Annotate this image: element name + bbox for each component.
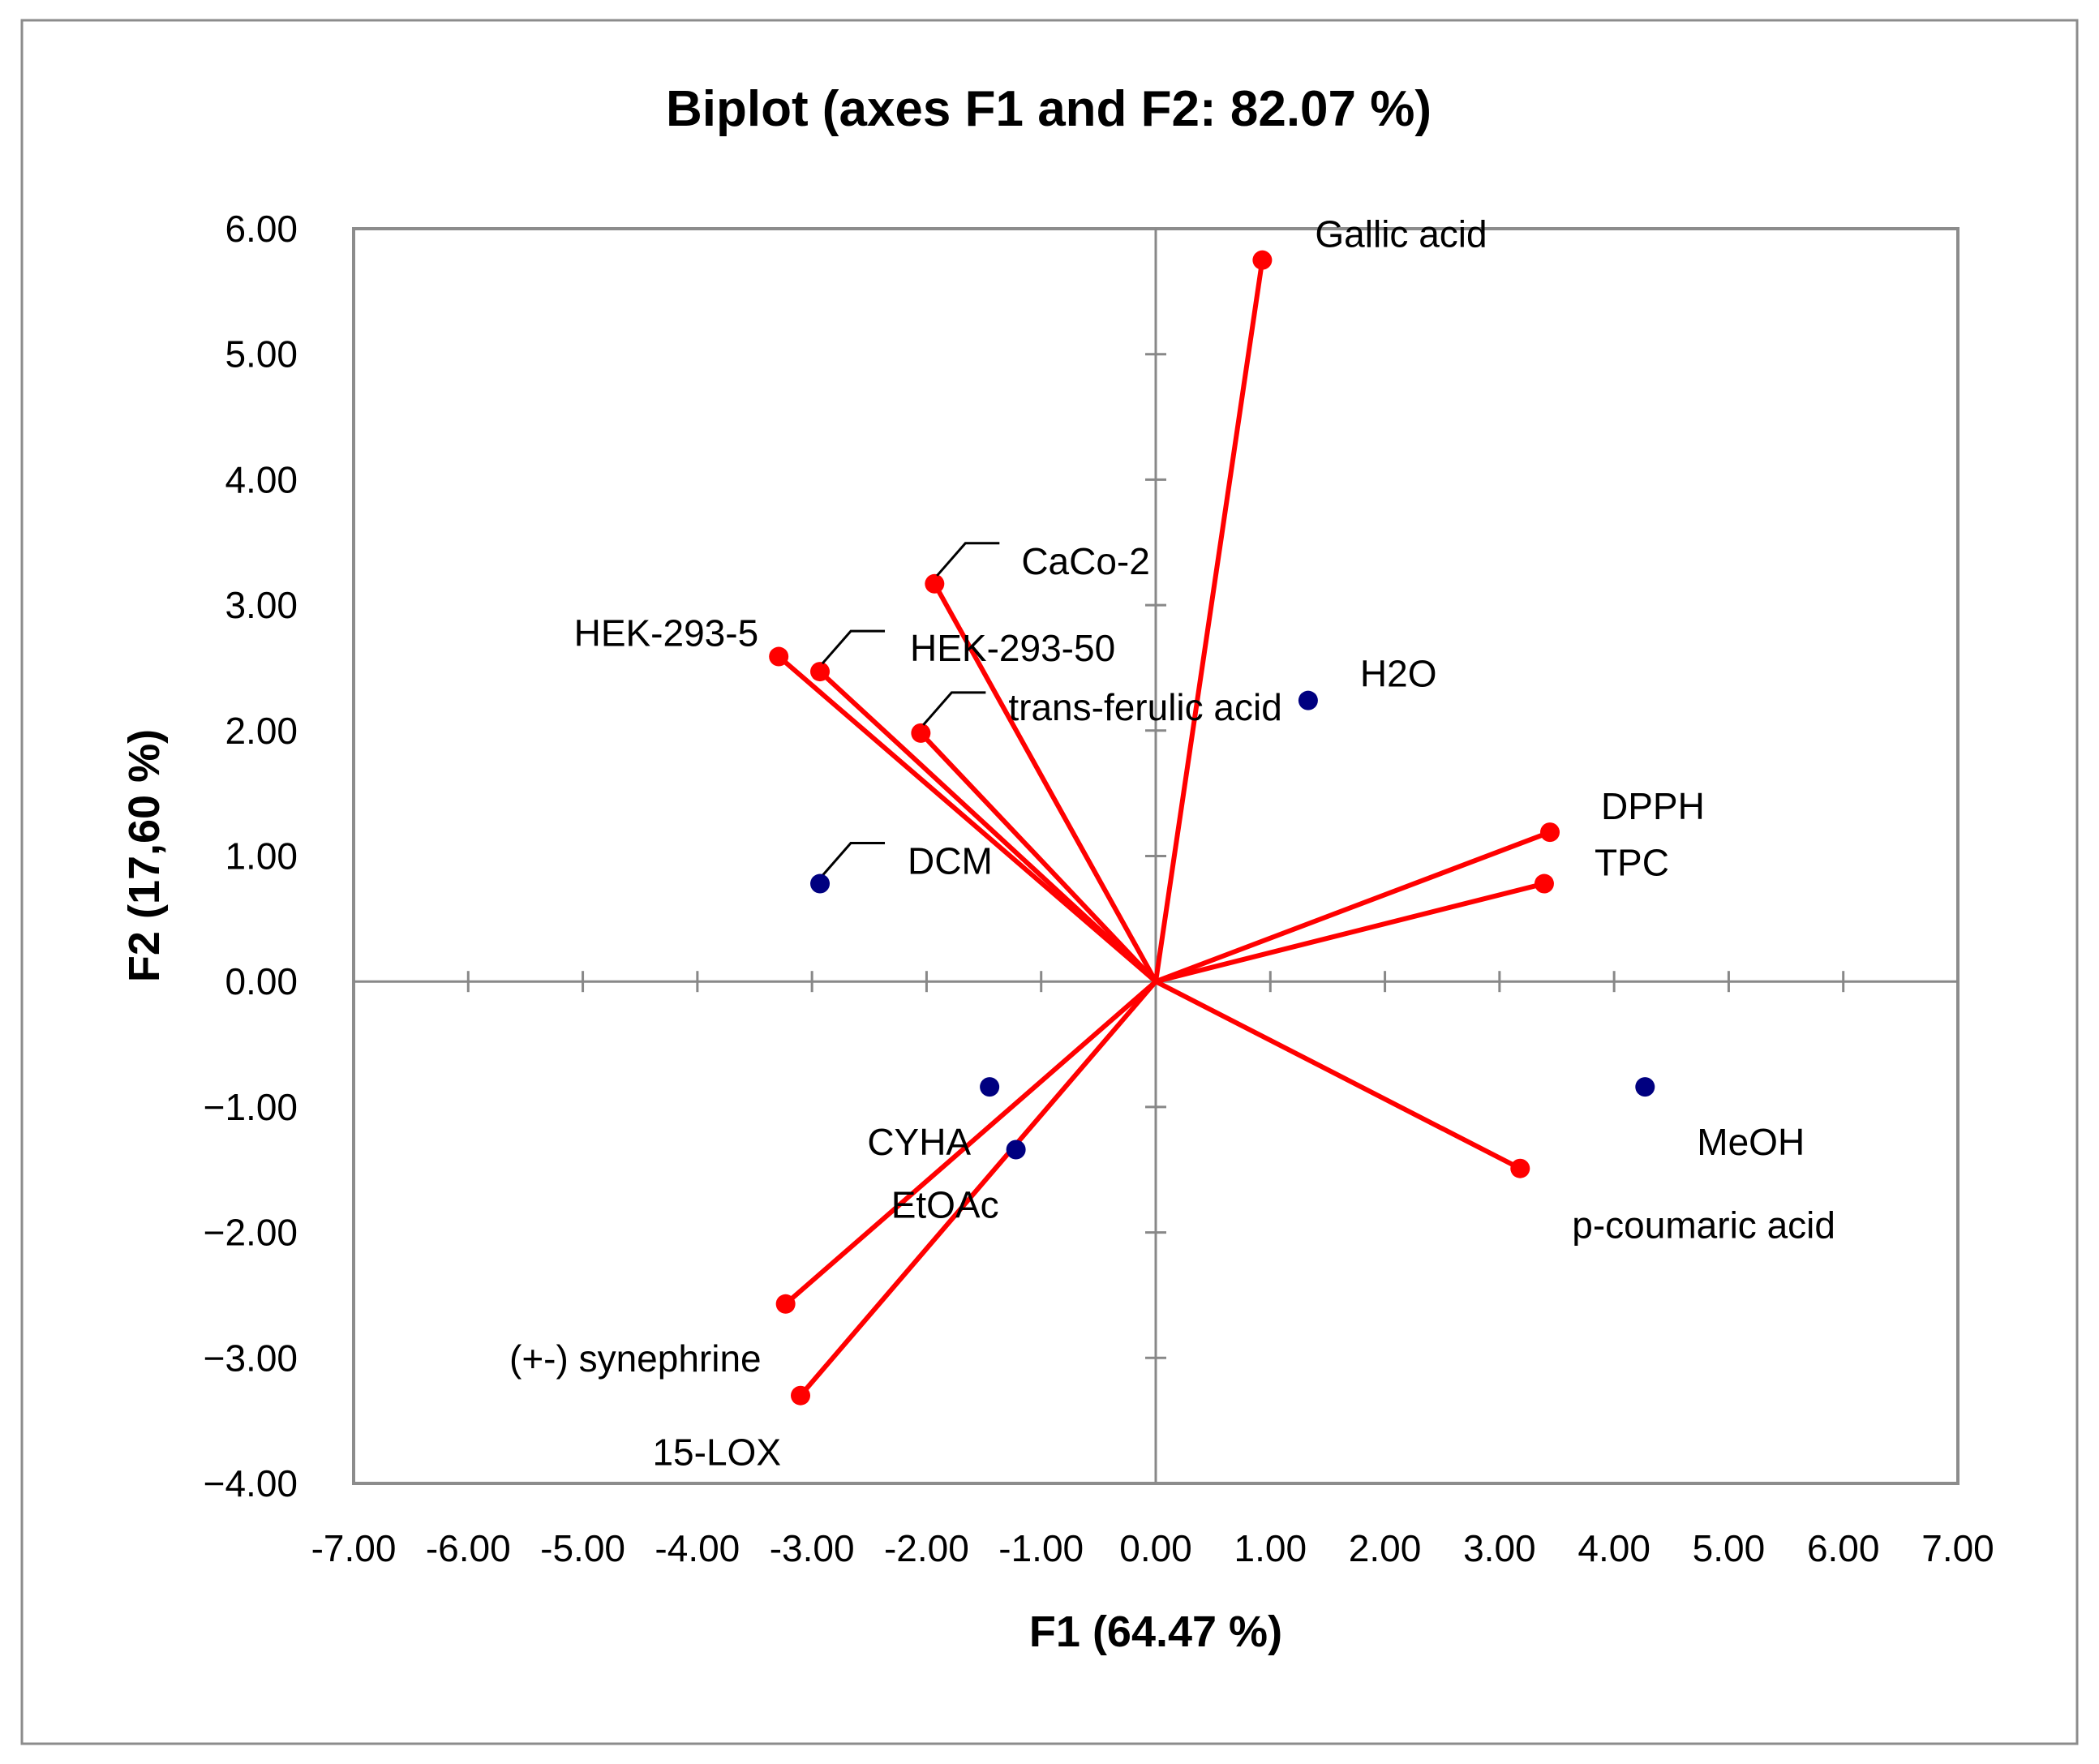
y-axis-title: F2 (17,60 %) <box>120 729 169 982</box>
x-tick-label: 6.00 <box>1807 1527 1880 1569</box>
variable-point <box>925 573 945 594</box>
label-leaders <box>821 542 1000 877</box>
vector-line <box>918 730 1158 985</box>
point-label: trans-ferulic acid <box>1008 686 1281 728</box>
vector-line <box>1153 830 1553 985</box>
y-tick-label: −2.00 <box>204 1212 298 1254</box>
y-tick-label: 0.00 <box>225 960 298 1002</box>
vector-line <box>1153 881 1547 985</box>
point-label: EtOAc <box>891 1183 999 1225</box>
x-tick-label: -4.00 <box>655 1527 740 1569</box>
vector-line <box>798 979 1158 1398</box>
point-label: HEK-293-50 <box>910 627 1115 669</box>
label-leader-line <box>821 629 886 665</box>
y-tick-label: 1.00 <box>225 835 298 878</box>
point-label: CYHA <box>867 1121 971 1163</box>
label-leader-line <box>936 542 1000 577</box>
observation-point <box>1635 1077 1655 1097</box>
x-tick-label: 4.00 <box>1577 1527 1650 1569</box>
x-tick-label: -7.00 <box>311 1527 397 1569</box>
point-label: 15-LOX <box>652 1431 781 1474</box>
x-tick-label: 7.00 <box>1921 1527 1994 1569</box>
vector-line <box>1153 257 1265 985</box>
point-label: (+-) synephrine <box>509 1337 762 1380</box>
x-axis-title: F1 (64.47 %) <box>1029 1607 1282 1656</box>
y-tick-label: 4.00 <box>225 458 298 500</box>
point-label: CaCo-2 <box>1021 540 1150 582</box>
variable-point <box>775 1294 796 1314</box>
vector-line <box>783 979 1158 1307</box>
y-tick-label: 3.00 <box>225 584 298 626</box>
point-label: TPC <box>1595 842 1669 884</box>
point-label: H2O <box>1360 653 1437 695</box>
point-label: DCM <box>908 840 993 882</box>
observation-point <box>810 873 831 894</box>
point-label: DPPH <box>1601 785 1705 827</box>
x-tick-label: -1.00 <box>998 1527 1084 1569</box>
y-tick-label: −3.00 <box>204 1337 298 1379</box>
x-tick-label: 3.00 <box>1463 1527 1536 1569</box>
x-tick-label: 2.00 <box>1349 1527 1422 1569</box>
point-label: HEK-293-5 <box>574 612 759 655</box>
x-tick-labels: -7.00 -6.00 -5.00 -4.00 -3.00 -2.00 -1.00 0.00 1… <box>311 1527 1994 1569</box>
y-tick-labels: 6.00 5.00 4.00 3.00 2.00 1.00 0.00 −1.00 −2.00 −3… <box>204 208 298 1504</box>
label-leader-line <box>922 691 986 726</box>
y-tick-label: −4.00 <box>204 1462 298 1504</box>
point-label: Gallic acid <box>1315 213 1487 255</box>
x-tick-label: -6.00 <box>426 1527 511 1569</box>
observation-point <box>1298 690 1318 710</box>
point-label: p-coumaric acid <box>1572 1204 1835 1247</box>
variable-point <box>769 646 789 667</box>
variable-point <box>791 1385 811 1406</box>
x-tick-label: -5.00 <box>540 1527 625 1569</box>
vector-line <box>932 581 1158 985</box>
y-tick-label: 5.00 <box>225 333 298 376</box>
observation-point <box>980 1077 1000 1097</box>
x-tick-label: -2.00 <box>884 1527 969 1569</box>
observation-point <box>1006 1140 1026 1160</box>
label-leader-line <box>821 842 886 877</box>
variable-point <box>1252 250 1273 270</box>
x-tick-label: 1.00 <box>1234 1527 1307 1569</box>
x-tick-label: 5.00 <box>1693 1527 1766 1569</box>
variable-point <box>1510 1158 1530 1178</box>
vector-line <box>1153 979 1523 1171</box>
observation-points <box>810 690 1655 1160</box>
variable-point <box>1540 822 1560 843</box>
y-tick-label: 6.00 <box>225 208 298 250</box>
point-labels: Gallic acid CaCo-2 HEK-293-5 HEK-293-50 tran… <box>509 213 1835 1474</box>
variable-point <box>1534 873 1554 894</box>
x-tick-label: 0.00 <box>1119 1527 1192 1569</box>
x-tick-label: -3.00 <box>770 1527 855 1569</box>
variable-vectors <box>769 250 1560 1406</box>
vector-line <box>776 654 1158 985</box>
variable-point <box>810 662 831 682</box>
vector-line <box>818 669 1158 985</box>
variable-point <box>911 723 931 743</box>
point-label: MeOH <box>1697 1121 1805 1163</box>
chart-title: Biplot (axes F1 and F2: 82.07 %) <box>666 81 1432 137</box>
y-tick-label: 2.00 <box>225 710 298 752</box>
y-tick-label: −1.00 <box>204 1086 298 1128</box>
